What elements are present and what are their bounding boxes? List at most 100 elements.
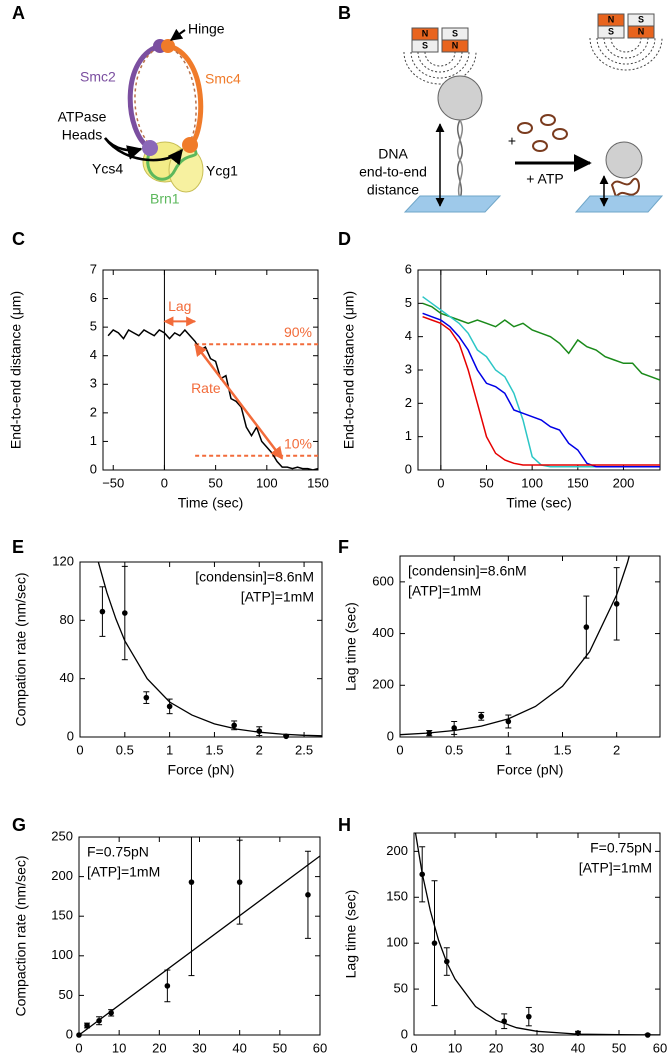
- field-lines: [589, 37, 663, 71]
- surface: [574, 195, 664, 213]
- x-tick-label: −50: [102, 475, 124, 490]
- x-tick-label: 0: [161, 475, 168, 490]
- x-tick-label: 50: [273, 1040, 287, 1055]
- magnet-pole: N: [422, 28, 429, 38]
- condensin: [552, 128, 568, 140]
- panel-label: A: [12, 3, 25, 23]
- x-tick-label: 2: [256, 742, 263, 757]
- x-tick-label: 30: [192, 1040, 206, 1055]
- fit-curve: [400, 556, 630, 736]
- condensin: [540, 114, 556, 126]
- annotation: [ATP]=1mM: [241, 589, 314, 605]
- y-tick-label: 0: [387, 728, 394, 743]
- data-point: [451, 725, 457, 731]
- y-tick-label: 6: [405, 261, 412, 276]
- brn1: [146, 149, 198, 181]
- y-tick-label: 6: [90, 290, 97, 305]
- y-tick-label: 250: [51, 828, 73, 843]
- data-point: [283, 733, 289, 740]
- chart-panel: G 0 10 20 30 40 50 60 0 50 100 150 200 250 Protein (nM…: [12, 815, 327, 1062]
- panel-label: E: [12, 537, 24, 557]
- data-point: [644, 1032, 651, 1038]
- data-point: [256, 728, 263, 734]
- smc2-coil: [127, 42, 164, 151]
- x-tick-label: 10: [112, 1040, 126, 1055]
- magnet-pole: N: [452, 40, 459, 50]
- data-point: [143, 694, 150, 701]
- y-tick-label: 80: [60, 612, 74, 627]
- y-tick-label: 200: [372, 677, 394, 692]
- y-tick-label: 0: [67, 728, 74, 743]
- data-point: [505, 718, 512, 725]
- dna: [457, 119, 464, 204]
- y-tick-label: 200: [51, 868, 73, 883]
- data-point: [501, 1018, 508, 1025]
- y-tick-label: 400: [372, 625, 394, 640]
- y-tick-label: 150: [51, 908, 73, 923]
- y-tick-label: 4: [90, 347, 97, 362]
- x-tick-label: 1.5: [553, 742, 571, 757]
- data-point: [426, 730, 433, 736]
- panel-label: F: [338, 537, 349, 557]
- y-axis-label: Compaction rate (nm/sec): [13, 855, 29, 1016]
- y-axis-label: Lag time (sec): [343, 890, 359, 979]
- data-point: [122, 610, 128, 616]
- rate-label: Rate: [191, 380, 221, 396]
- x-tick-label: 40: [232, 1040, 246, 1055]
- chart-panel: D 0 50 100 150 200 0 1 2 3 4 5 6 Time (sec) End-to-end…: [338, 229, 661, 511]
- magnet-pole: N: [638, 26, 645, 36]
- x-tick-label: 10: [448, 1040, 462, 1055]
- panel-label: C: [12, 229, 25, 249]
- y-tick-label: 200: [386, 843, 408, 858]
- label: Smc4: [205, 71, 241, 87]
- label: ATPase: [58, 109, 107, 125]
- magnet-pole: S: [422, 40, 428, 50]
- panel-label: D: [338, 229, 351, 249]
- series-line: [422, 302, 660, 381]
- data-point: [164, 983, 171, 989]
- y-tick-label: 5: [405, 295, 412, 310]
- annotation: [ATP]=1mM: [408, 583, 481, 599]
- panel-label: B: [338, 3, 351, 23]
- annotation: F=0.75pN: [87, 844, 149, 860]
- series-line: [422, 315, 660, 466]
- y-tick-label: 4: [405, 328, 412, 343]
- x-axis-label: Force (pN): [168, 762, 235, 778]
- hinge-smc4: [161, 39, 175, 53]
- condensin: [610, 177, 640, 200]
- x-tick-label: 1: [166, 742, 173, 757]
- y-tick-label: 0: [90, 461, 97, 476]
- x-axis-label: Protein (nM): [498, 1060, 575, 1062]
- condensin: [532, 140, 548, 152]
- data-point: [96, 1017, 102, 1024]
- rate-arrow: [194, 343, 284, 460]
- chart-panel: C −50 0 50 100 150 0 1 2 3 4 5 6 7 Time (sec) End-to-en…: [8, 229, 329, 511]
- x-axis-label: Time (sec): [506, 495, 572, 511]
- series-line: [422, 296, 660, 468]
- data-point: [575, 1030, 581, 1036]
- y-tick-label: 600: [372, 573, 394, 588]
- x-tick-label: 20: [152, 1040, 166, 1055]
- axes-frame: [102, 269, 319, 471]
- y-tick-label: 100: [51, 947, 73, 962]
- y-tick-label: 0: [401, 1026, 408, 1041]
- x-tick-label: 0: [410, 1040, 417, 1055]
- x-tick-label: 60: [313, 1040, 327, 1055]
- x-tick-label: 0.5: [445, 742, 463, 757]
- x-tick-label: 50: [479, 475, 493, 490]
- x-tick-label: 30: [530, 1040, 544, 1055]
- annotation: F=0.75pN: [590, 840, 652, 856]
- x-tick-label: 0.5: [116, 742, 134, 757]
- smc2-head: [142, 140, 158, 156]
- data-point: [526, 1013, 532, 1020]
- y-tick-label: 0: [405, 461, 412, 476]
- magnet-pole: S: [608, 26, 614, 36]
- y-tick-label: 40: [60, 670, 74, 685]
- data-point: [188, 879, 195, 885]
- bead: [605, 141, 643, 179]
- x-axis-label: Force (pN): [497, 762, 564, 778]
- data-point: [84, 1022, 90, 1029]
- data-point: [99, 608, 106, 615]
